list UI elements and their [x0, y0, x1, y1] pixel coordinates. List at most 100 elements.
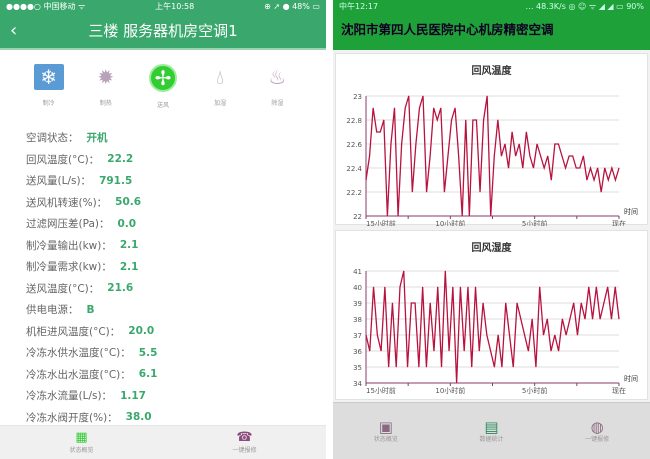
nav-label: 一键报修	[585, 435, 610, 443]
data-point	[561, 318, 563, 320]
humidity-chart: 34 35 36 37 38 39 40 41 15小时前 10小时前 5小时前 现在 时间	[353, 268, 638, 395]
data-point	[524, 334, 525, 336]
data-point	[448, 350, 450, 352]
row-value: 0.0	[117, 217, 137, 230]
data-point	[595, 286, 597, 288]
y-tick-label: 22.2	[346, 189, 362, 197]
clock: 中午12:17	[339, 2, 379, 11]
status-row: 空调状态： 开机	[26, 127, 157, 149]
mode-dehumidify[interactable]: ♨ 除湿	[257, 64, 297, 109]
droplet-icon: 💧︎	[216, 65, 225, 89]
mode-label: 除湿	[271, 100, 284, 107]
data-point	[467, 286, 469, 288]
status-row: 回风温度(°C)： 22.2	[26, 149, 157, 171]
data-point	[383, 119, 385, 121]
nav-report-repair[interactable]: ☎ 一键报修	[232, 431, 256, 455]
divider	[326, 0, 333, 459]
data-point	[618, 167, 620, 169]
data-point	[422, 286, 424, 288]
y-tick-label: 38	[353, 316, 362, 324]
data-point	[531, 318, 533, 320]
nav-data-statistics[interactable]: ▤ 数据统计	[479, 419, 503, 443]
y-tick-label: 22.4	[346, 165, 362, 173]
data-point	[561, 155, 563, 157]
data-point	[525, 131, 527, 133]
mode-heat[interactable]: ✹ 制热	[86, 64, 126, 109]
y-tick-label: 22.8	[346, 117, 362, 125]
row-value: 开机	[86, 132, 108, 145]
grid-icon: ▦	[75, 430, 88, 445]
data-point	[365, 179, 367, 181]
data-point	[486, 334, 488, 336]
data-point	[376, 131, 378, 133]
data-point	[547, 155, 549, 157]
data-point	[452, 286, 454, 288]
data-point	[436, 119, 438, 121]
data-point	[512, 366, 514, 368]
data-point	[369, 155, 370, 157]
data-point	[575, 167, 577, 169]
y-tick-label: 39	[353, 300, 362, 308]
data-point	[501, 155, 502, 157]
data-point	[520, 318, 522, 320]
sun-icon: ✹	[97, 65, 115, 89]
data-point	[461, 215, 463, 217]
data-point	[611, 318, 612, 320]
data-point	[397, 215, 399, 217]
data-point	[550, 179, 552, 181]
page-title: 沈阳市第四人民医院中心机房精密空调	[341, 22, 554, 37]
left-phone-screen: ●●●●○ 中国移动 ᯤ 上午10:58 ⊕ ➚ ● 48% ▭ ‹ 三楼 服务…	[0, 0, 326, 459]
mode-humidify[interactable]: 💧︎ 加湿	[200, 64, 240, 109]
back-chevron-icon[interactable]: ‹	[10, 20, 18, 41]
data-point	[527, 350, 529, 352]
data-point	[518, 143, 520, 145]
status-list: 空调状态： 开机 回风温度(°C)： 22.2 送风量(L/s)： 791.5 送风机转速(…	[26, 127, 157, 428]
data-point	[572, 155, 574, 157]
data-point	[475, 286, 476, 288]
status-icons: … 48.3K/s ◎ ☺ ᯤ ◢ ◢ ▭ 90%	[525, 2, 644, 11]
data-point	[486, 95, 488, 97]
data-point	[508, 167, 509, 169]
data-point	[490, 350, 492, 352]
data-point	[565, 334, 567, 336]
status-row: 冷冻水阀开度(%)： 38.0	[26, 407, 157, 429]
data-point	[615, 179, 616, 181]
data-point	[376, 334, 378, 336]
chart-card-humidity: 回风湿度 34 35 36 37 38 39 40 41 15小时前 10小时前 5小时前 现在 时间	[335, 230, 648, 400]
y-tick-label: 23	[353, 93, 362, 101]
row-value: 791.5	[99, 174, 133, 187]
y-tick-label: 40	[353, 284, 362, 292]
data-point	[588, 286, 590, 288]
row-label: 冷冻水流量(L/s)：	[26, 390, 113, 403]
data-point	[411, 191, 413, 193]
data-point	[465, 119, 467, 121]
data-point	[373, 286, 374, 288]
data-point	[607, 179, 609, 181]
data-point	[590, 167, 591, 169]
nav-status-overview[interactable]: ▣ 状态概览	[374, 419, 398, 443]
y-tick-label: 41	[353, 268, 362, 276]
data-point	[573, 302, 575, 304]
battery: ⊕ ➚ ● 48% ▭	[264, 2, 320, 11]
data-point	[408, 95, 410, 97]
data-point	[558, 350, 559, 352]
mode-cool[interactable]: ❄ 制冷	[29, 64, 69, 109]
x-tick-label: 现在	[612, 219, 626, 226]
mode-label: 制热	[99, 100, 112, 107]
data-point	[392, 302, 393, 304]
data-point	[539, 286, 541, 288]
row-value: 5.5	[138, 346, 158, 359]
nav-status-overview[interactable]: ▦ 状态概览	[69, 430, 93, 455]
data-point	[597, 167, 599, 169]
mode-fan[interactable]: ✢ 送风	[143, 64, 183, 109]
chart-title: 回风湿度	[471, 243, 512, 254]
data-point	[404, 107, 406, 109]
data-point	[497, 119, 499, 121]
data-point	[546, 318, 548, 320]
row-value: 38.0	[125, 411, 152, 424]
data-point	[565, 167, 566, 169]
x-tick-label: 5小时前	[522, 386, 547, 395]
data-point	[447, 155, 449, 157]
nav-report-repair[interactable]: ◍ 一键报修	[585, 419, 610, 443]
row-label: 送风机转速(%)：	[26, 196, 108, 209]
